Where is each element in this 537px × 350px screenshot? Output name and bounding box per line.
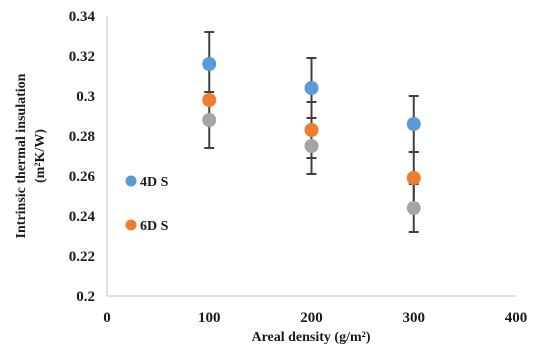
legend-label: 4D S [140, 175, 169, 190]
y-tick-label: 0.26 [69, 169, 96, 185]
plot-area: 0.2 0.22 0.24 0.26 0.28 0.3 0.32 0.34 0 100 200 30… [69, 9, 528, 326]
legend-item: 4D S [125, 175, 169, 190]
x-tick-label: 200 [300, 310, 323, 326]
legend-item: 6D S [125, 219, 169, 234]
y-axis-title-line2: (m²K/W) [33, 129, 48, 183]
x-tick-labels: 0 100 200 300 400 [103, 310, 527, 326]
data-point-series-1 [304, 123, 319, 137]
data-point-series-0 [304, 81, 319, 95]
y-tick-label: 0.34 [69, 9, 96, 25]
data-point-series-2 [406, 201, 421, 215]
x-axis-title: Areal density (g/m²) [251, 330, 370, 345]
data-point-series-0 [202, 57, 217, 71]
data-point-series-2 [304, 139, 319, 153]
y-tick-label: 0.22 [69, 249, 95, 265]
legend-marker [125, 219, 137, 231]
data-point-series-2 [202, 113, 217, 127]
y-axis-title-line1: Intrinsic thermal insulation [14, 73, 29, 238]
legend-marker [125, 175, 137, 187]
series-layer [202, 31, 421, 233]
y-tick-label: 0.28 [69, 129, 95, 145]
x-tick-label: 400 [505, 310, 528, 326]
x-tick-label: 100 [198, 310, 221, 326]
y-axis-title: Intrinsic thermal insulation (m²K/W) [14, 73, 48, 238]
x-tick-label: 300 [403, 310, 426, 326]
data-point-series-0 [406, 117, 421, 131]
data-point-series-1 [406, 171, 421, 185]
x-tick-label: 0 [103, 310, 111, 326]
y-tick-label: 0.32 [69, 49, 95, 65]
legend-label: 6D S [140, 219, 169, 234]
legend: 4D S 6D S [125, 175, 169, 234]
y-tick-label: 0.24 [69, 209, 96, 225]
y-tick-label: 0.2 [76, 289, 95, 305]
data-point-series-1 [202, 93, 217, 107]
y-tick-label: 0.3 [76, 89, 95, 105]
y-tick-labels: 0.2 0.22 0.24 0.26 0.28 0.3 0.32 0.34 [69, 9, 96, 305]
